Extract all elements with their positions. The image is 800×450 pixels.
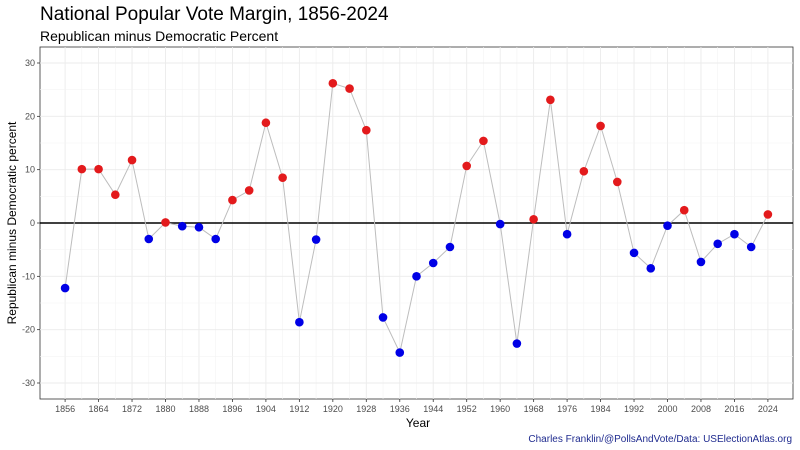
x-tick-label: 1960 xyxy=(490,404,510,414)
y-tick-label: 30 xyxy=(25,58,35,68)
data-point xyxy=(412,272,421,281)
data-point xyxy=(613,177,622,187)
x-tick-label: 1944 xyxy=(423,404,443,414)
chart-caption: Charles Franklin/@PollsAndVote/Data: USE… xyxy=(528,434,792,445)
data-point xyxy=(546,95,555,105)
x-tick-label: 1968 xyxy=(524,404,544,414)
data-point xyxy=(261,118,271,128)
data-point xyxy=(194,222,204,232)
x-tick-label: 1952 xyxy=(457,404,477,414)
x-tick-label: 1896 xyxy=(222,404,242,414)
data-point xyxy=(596,121,605,131)
data-point xyxy=(228,195,237,205)
x-tick-label: 1872 xyxy=(122,404,142,414)
data-point xyxy=(177,221,187,231)
data-point xyxy=(646,264,656,273)
y-tick-label: 10 xyxy=(25,165,35,175)
data-point xyxy=(629,248,639,258)
chart-title: National Popular Vote Margin, 1856-2024 xyxy=(40,4,389,25)
data-point xyxy=(211,234,220,244)
data-point xyxy=(395,348,405,357)
x-tick-label: 1888 xyxy=(189,404,209,414)
data-point xyxy=(663,221,672,230)
x-tick-label: 1912 xyxy=(289,404,309,414)
x-tick-label: 2008 xyxy=(691,404,711,414)
data-point xyxy=(111,190,120,200)
data-point xyxy=(512,339,522,348)
data-point xyxy=(295,317,304,327)
data-point xyxy=(60,283,70,293)
data-point xyxy=(328,78,338,88)
y-tick-label: 0 xyxy=(30,218,35,228)
data-point xyxy=(278,173,287,182)
x-tick-label: 1904 xyxy=(256,404,276,414)
data-point xyxy=(144,234,154,244)
chart-subtitle: Republican minus Democratic Percent xyxy=(40,28,279,44)
data-point xyxy=(445,242,455,252)
data-point xyxy=(730,229,739,239)
data-point xyxy=(479,136,488,146)
y-tick-label: -30 xyxy=(22,378,35,388)
y-tick-label: -20 xyxy=(22,325,35,335)
data-point xyxy=(713,239,722,249)
data-point xyxy=(77,164,87,174)
x-tick-label: 1976 xyxy=(557,404,577,414)
data-point xyxy=(244,186,254,195)
x-tick-label: 2024 xyxy=(758,404,778,414)
data-point xyxy=(362,125,371,135)
data-point xyxy=(495,219,505,229)
x-axis-title: Year xyxy=(406,416,430,430)
data-point xyxy=(462,161,472,171)
x-tick-label: 1984 xyxy=(591,404,611,414)
data-point xyxy=(529,214,538,224)
x-tick-label: 1928 xyxy=(356,404,376,414)
x-tick-label: 1920 xyxy=(323,404,343,414)
data-point xyxy=(127,155,137,165)
data-point xyxy=(746,242,756,252)
x-tick-label: 1856 xyxy=(55,404,75,414)
y-axis-title: Republican minus Democratic percent xyxy=(5,121,19,324)
data-point xyxy=(562,229,572,239)
x-tick-label: 2016 xyxy=(724,404,744,414)
data-point xyxy=(696,257,706,267)
y-tick-label: -10 xyxy=(22,271,35,281)
data-point xyxy=(94,164,103,174)
x-tick-label: 1864 xyxy=(89,404,109,414)
x-tick-label: 1880 xyxy=(155,404,175,414)
x-tick-label: 1992 xyxy=(624,404,644,414)
data-point xyxy=(161,218,170,227)
data-point xyxy=(428,258,438,268)
data-point xyxy=(378,313,388,322)
data-point xyxy=(763,210,773,219)
x-tick-label: 1936 xyxy=(390,404,410,414)
y-tick-label: 20 xyxy=(25,111,35,121)
data-point xyxy=(345,84,354,93)
data-point xyxy=(579,166,589,176)
x-tick-label: 2000 xyxy=(657,404,677,414)
data-point xyxy=(311,235,321,244)
data-point xyxy=(679,205,689,215)
